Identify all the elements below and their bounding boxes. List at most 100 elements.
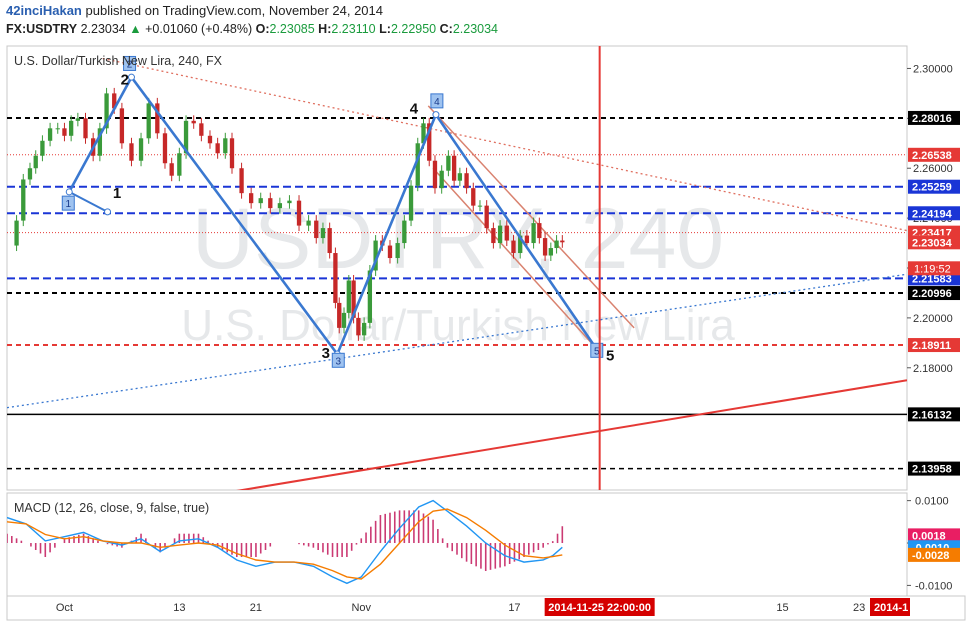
time-tick-label: Nov	[351, 602, 371, 614]
cursor-time-label: 2014-11-25 22:00:00	[548, 602, 651, 614]
candle-body	[68, 120, 74, 136]
macd-tick-label: 0.0100	[915, 496, 949, 508]
level-tag	[908, 147, 960, 162]
signal-line	[7, 508, 563, 580]
right-edge-tag	[870, 598, 910, 616]
current-price-tag	[908, 235, 960, 250]
candle-body	[277, 203, 283, 209]
price-tick-label: 2.30000	[913, 63, 953, 75]
level-tag-label: 2.28016	[912, 113, 952, 125]
level-tag-label: 2.25259	[912, 182, 952, 194]
level-tag	[908, 110, 960, 125]
candle-body	[162, 133, 168, 164]
candle-body	[395, 243, 400, 259]
open-key: O:	[255, 22, 270, 36]
pattern-point-dot	[432, 111, 440, 119]
candle-body	[346, 280, 351, 313]
candle-body	[55, 128, 60, 130]
candle-body	[497, 225, 503, 244]
candle-body	[248, 193, 254, 204]
author-link[interactable]: 42inciHakan	[6, 3, 82, 18]
candle-body	[341, 312, 347, 328]
pattern-point-dot	[127, 73, 135, 81]
candle-body	[367, 270, 373, 323]
candle-body	[464, 173, 469, 189]
candle-body	[560, 240, 565, 243]
candle-series	[14, 87, 565, 341]
candle-body	[83, 118, 88, 139]
candle-body	[446, 155, 451, 171]
candle-body	[356, 317, 361, 336]
level-tag-label: 2.24194	[912, 208, 953, 220]
pattern-point-label: 4	[410, 100, 419, 117]
candle-body	[421, 123, 426, 144]
candle-body	[432, 160, 438, 189]
watermark-name: U.S. Dollar/Turkish New Lira	[181, 301, 735, 350]
candle-body	[320, 228, 326, 239]
current-price-label: 2.23034	[912, 237, 953, 249]
candle-body	[62, 128, 67, 136]
time-tick-label: 23	[853, 602, 865, 614]
candle-body	[40, 140, 45, 156]
candle-body	[119, 108, 125, 144]
time-tick-label: 15	[776, 602, 788, 614]
low-value: 2.22950	[390, 22, 437, 36]
time-tick-label: 13	[173, 602, 185, 614]
candle-body	[415, 143, 420, 186]
pattern-point-label: 3	[322, 345, 330, 362]
harmonic-pattern[interactable]: 1 2 3 4 5 2 1 3 4 5	[61, 55, 614, 368]
price-tick-label: 2.26000	[913, 163, 953, 175]
pattern-extension	[68, 191, 108, 213]
candle-body	[408, 185, 414, 221]
candle-body	[306, 220, 311, 226]
macd-value-tag	[908, 547, 960, 562]
level-tag-label: 2.26538	[912, 150, 952, 162]
candle-body	[177, 153, 182, 176]
candle-body	[146, 103, 151, 139]
candle-body	[47, 128, 53, 141]
candle-body	[327, 228, 332, 254]
pattern-handle-box	[61, 195, 75, 211]
candle-body	[314, 220, 319, 239]
level-tag-label: 2.18911	[912, 340, 951, 352]
open-value: 2.23085	[269, 22, 315, 36]
level-labels: 2.280162.265382.252592.241942.234172.215…	[908, 110, 960, 476]
candle-body	[104, 93, 109, 129]
candle-body	[361, 322, 367, 336]
chart-title: U.S. Dollar/Turkish New Lira, 240, FX	[14, 54, 223, 68]
candle-body	[33, 155, 38, 169]
candle-body	[333, 253, 338, 303]
time-cursor[interactable]: 2014-11-25 22:00:00	[544, 46, 655, 616]
candle-body	[138, 138, 144, 161]
level-tag-label: 2.16132	[912, 409, 952, 421]
candle-body	[21, 179, 26, 221]
candle-body	[223, 138, 228, 154]
time-axis[interactable]	[6, 595, 966, 621]
candle-body	[296, 200, 302, 226]
level-tag	[908, 407, 960, 422]
macd-value-tag	[908, 528, 960, 543]
candle-body	[531, 223, 536, 244]
candle-body	[351, 280, 356, 318]
candle-body	[484, 205, 489, 229]
candle-body	[258, 198, 263, 204]
pattern-handle-box	[430, 93, 444, 109]
price-tick-label: 2.20000	[913, 313, 953, 325]
candle-body	[97, 128, 103, 156]
candle-body	[471, 188, 476, 206]
level-tag	[908, 286, 960, 301]
time-axis-labels: Oct 13 21 Nov 17 15 23 2014-1	[56, 598, 910, 616]
candle-body	[215, 143, 220, 154]
pattern-point-label: 1	[113, 185, 121, 202]
high-value: 2.23110	[331, 22, 376, 36]
macd-value-label: 0.0018	[912, 530, 946, 542]
close-value: 2.23034	[452, 22, 498, 36]
candle-body	[477, 205, 483, 207]
high-key: H:	[318, 22, 332, 36]
level-tag-label: 2.20996	[912, 288, 952, 300]
time-tick-label: 21	[250, 602, 262, 614]
candle-body	[27, 168, 33, 180]
time-tick-label: 17	[508, 602, 520, 614]
